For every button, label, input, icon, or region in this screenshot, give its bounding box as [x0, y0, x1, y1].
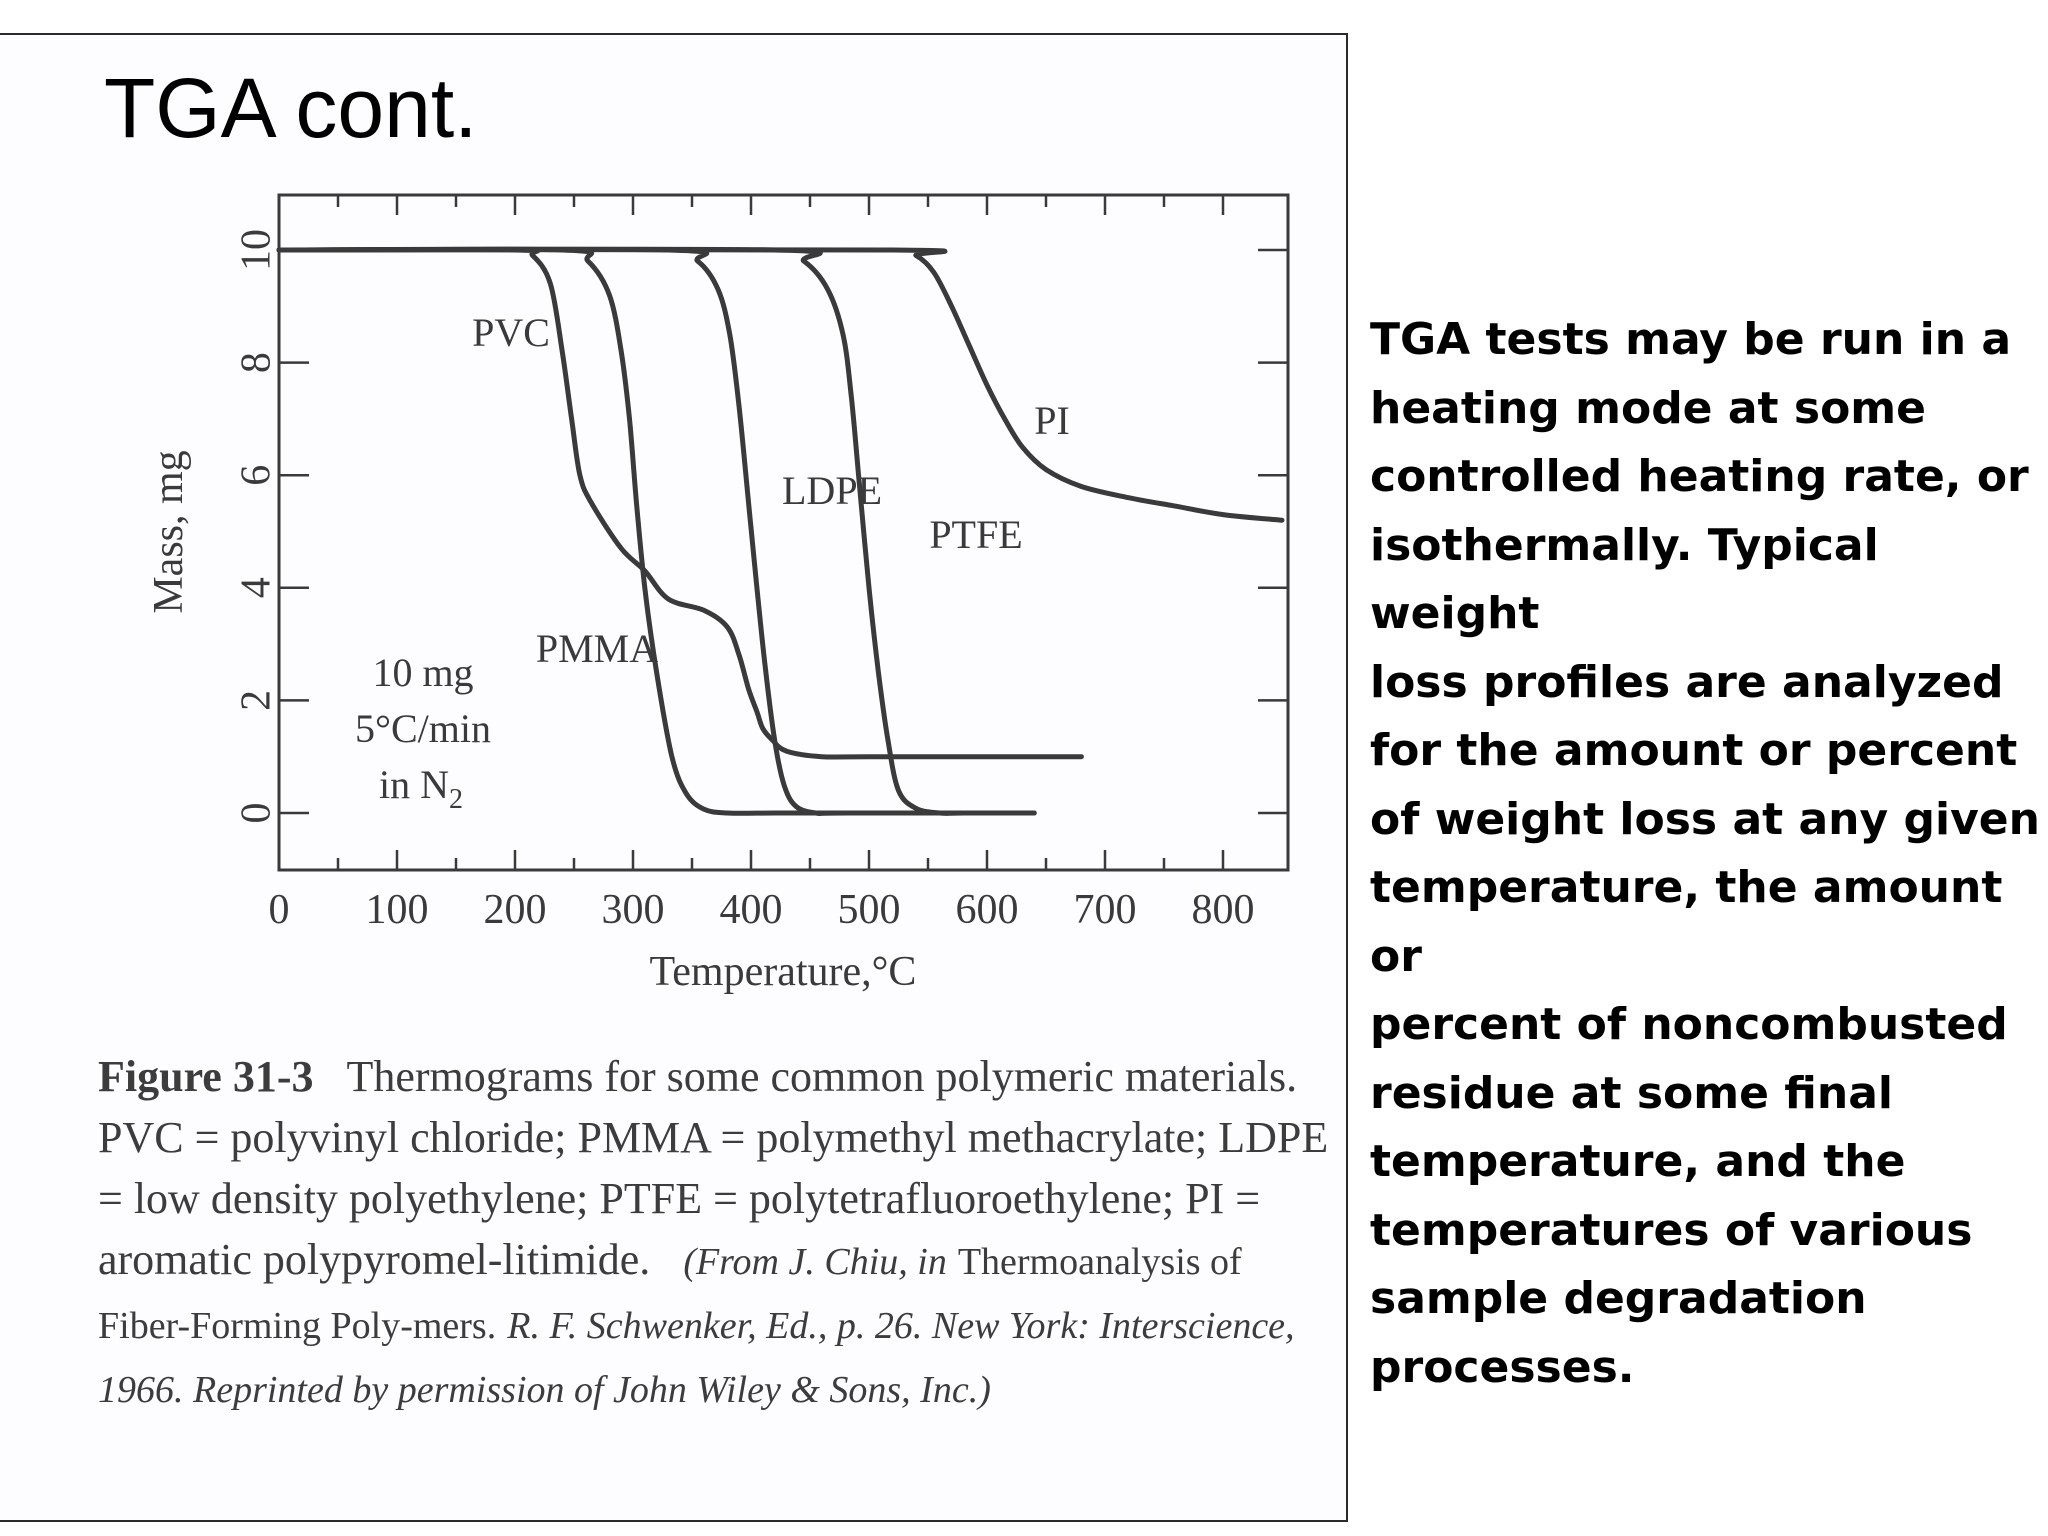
- tick-labels: 0 100 200 300 400 500 600 700 800 0 2 4 6 8 10: [234, 229, 1255, 933]
- curve-ldpe: [276, 246, 1037, 816]
- series-label-pmma: PMMA: [536, 626, 658, 671]
- x-tick-label-700: 700: [1074, 887, 1137, 933]
- y-tick-label-4: 4: [234, 577, 280, 598]
- conditions-atmosphere-prefix: in N: [379, 762, 449, 807]
- tga-chart: 0 100 200 300 400 500 600 700 800 0 2 4 6 8 10 PVC PMMA…: [146, 193, 1290, 995]
- x-tick-label-300: 300: [602, 887, 665, 933]
- series-label-pi: PI: [1034, 398, 1070, 443]
- x-tick-label-0: 0: [269, 887, 290, 933]
- slide-title: TGA cont.: [104, 61, 478, 155]
- conditions-atmosphere: in N2: [379, 762, 463, 815]
- y-axis-label: Mass, mg: [146, 450, 192, 613]
- tick-marks: [277, 195, 1288, 870]
- y-tick-label-10: 10: [234, 229, 280, 271]
- figure-caption: Figure 31-3 Thermograms for some common …: [98, 1046, 1338, 1421]
- plot-frame: [277, 193, 1290, 872]
- caption-source-part2: R. F. Schwenker, Ed., p. 26. New York: I…: [98, 1305, 1295, 1411]
- caption-text: Thermograms for some common polymeric ma…: [98, 1052, 1329, 1284]
- curve-pvc: [276, 247, 1084, 760]
- x-tick-label-400: 400: [720, 887, 783, 933]
- y-tick-label-0: 0: [234, 803, 280, 824]
- y-tick-label-6: 6: [234, 465, 280, 486]
- series-labels: PVC PMMA LDPE PTFE PI: [472, 310, 1070, 671]
- x-tick-label-200: 200: [484, 887, 547, 933]
- caption-source-title: Thermoanalysis of Fiber-Forming Poly-mer…: [98, 1241, 1242, 1347]
- caption-label: Figure 31-3: [98, 1052, 314, 1101]
- curve-pi: [276, 247, 1285, 523]
- x-tick-label-800: 800: [1192, 887, 1255, 933]
- curve-pmma: [276, 246, 1037, 816]
- slide-frame: [0, 33, 1348, 1522]
- x-tick-label-100: 100: [366, 887, 429, 933]
- conditions-rate: 5°C/min: [355, 706, 491, 751]
- series-label-pvc: PVC: [472, 310, 550, 355]
- x-tick-label-500: 500: [838, 887, 901, 933]
- y-tick-label-2: 2: [234, 690, 280, 711]
- conditions-mass: 10 mg: [372, 650, 473, 695]
- slide-body-text: TGA tests may be run in a heating mode a…: [1370, 314, 2040, 1393]
- x-axis-label: Temperature,°C: [650, 949, 917, 995]
- y-tick-label-8: 8: [234, 352, 280, 373]
- conditions-atmosphere-subscript: 2: [449, 784, 463, 815]
- curves: [276, 246, 1285, 816]
- series-label-ptfe: PTFE: [929, 512, 1022, 557]
- series-label-ldpe: LDPE: [782, 468, 882, 513]
- x-tick-label-600: 600: [956, 887, 1019, 933]
- caption-source-part1: (From J. Chiu, in: [683, 1241, 947, 1283]
